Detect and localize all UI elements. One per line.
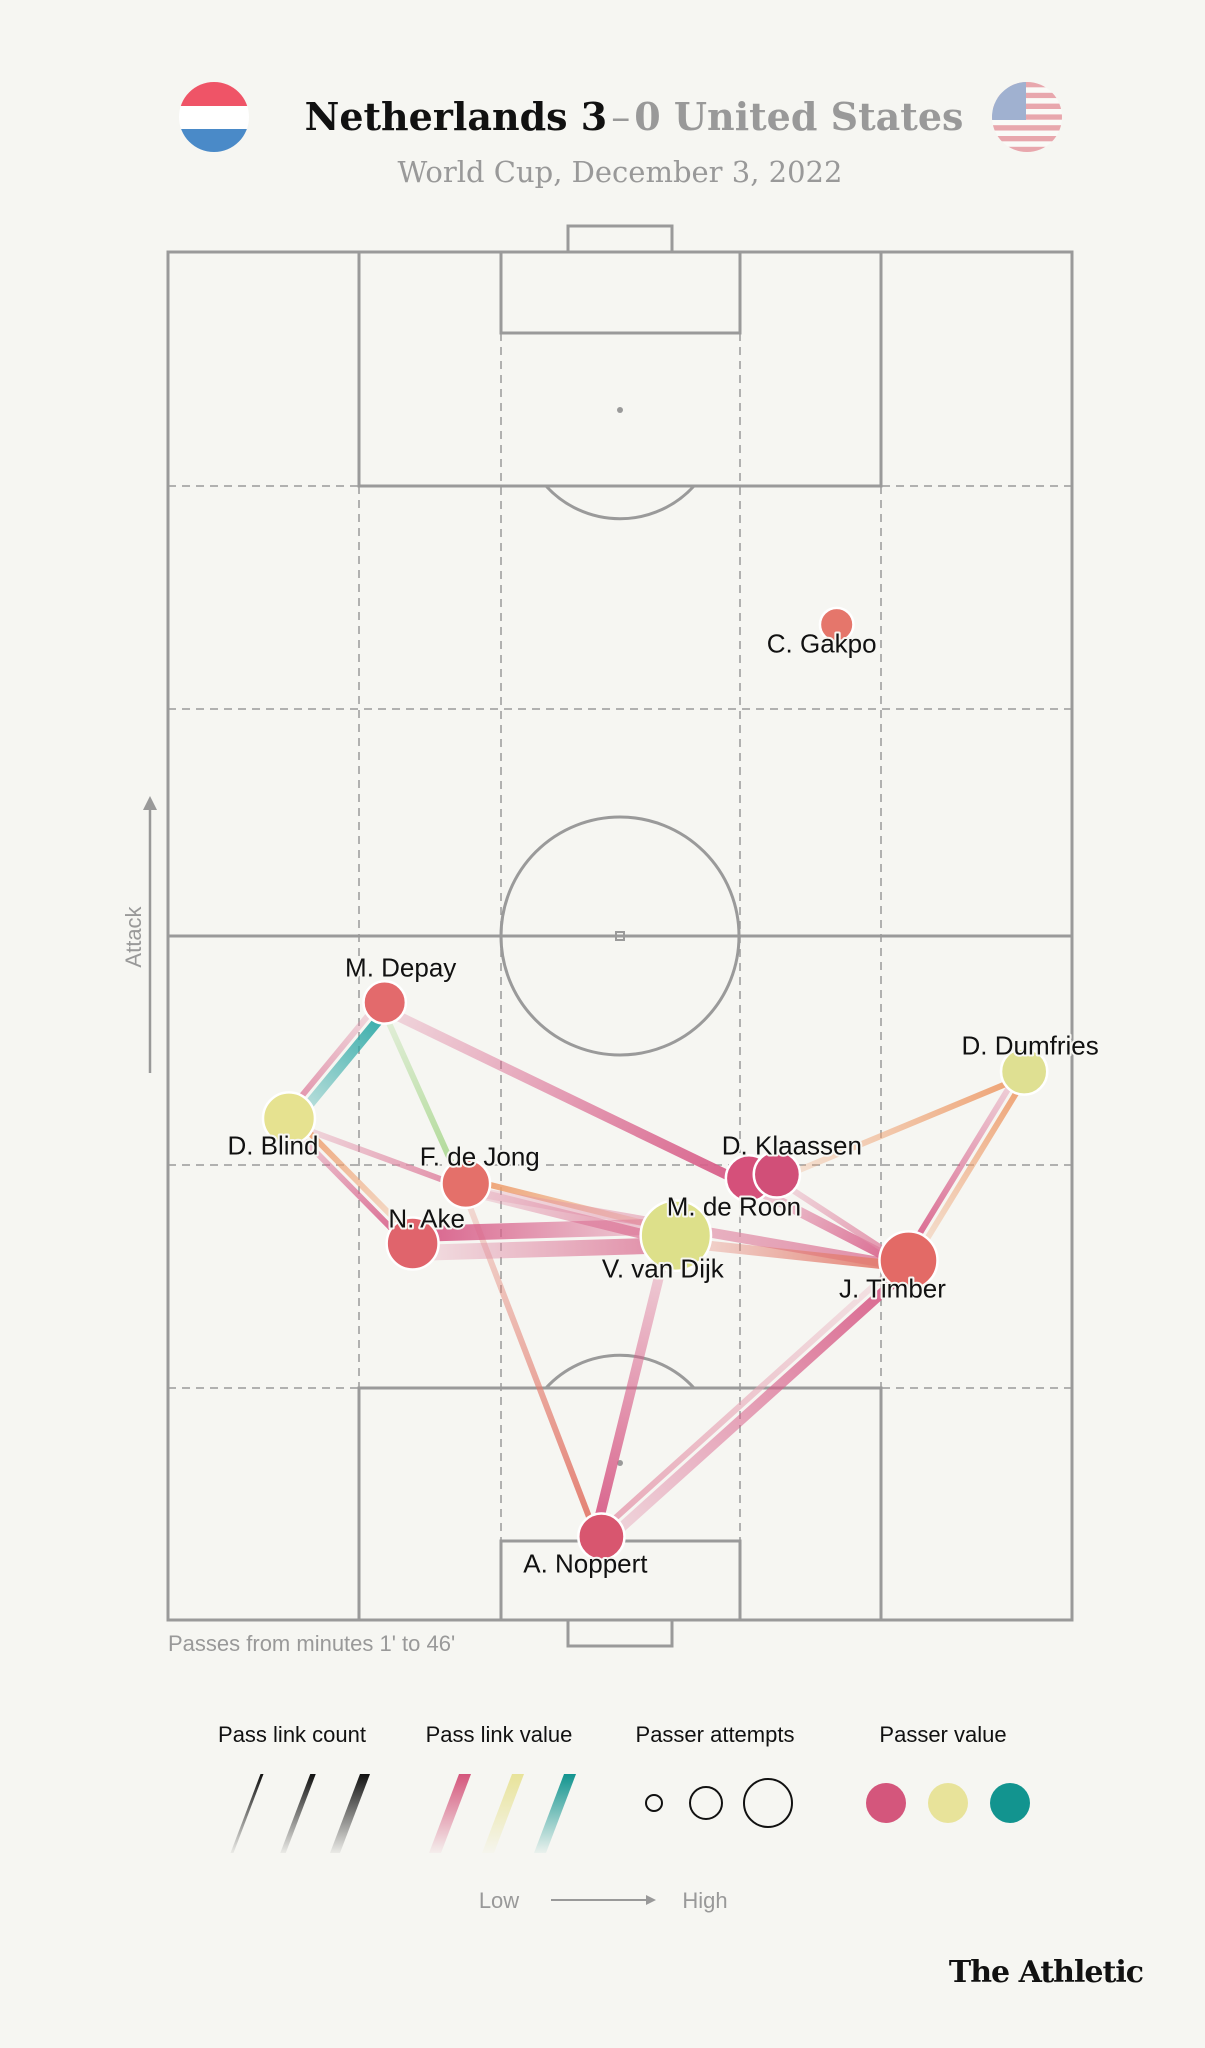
legend-value-title: Pass link value: [426, 1722, 573, 1747]
player-label: A. Noppert: [523, 1549, 648, 1579]
pass-link: [283, 1119, 412, 1249]
player-label: N. Ake: [388, 1203, 465, 1233]
player-labels: C. Gakpo M. Depay D. Blind F. de Jong N. Ake…: [225, 627, 1100, 1581]
legend-high-label: High: [682, 1888, 727, 1913]
match-title: Netherlands 3–0 United States: [305, 94, 964, 139]
pass-link: [674, 1237, 909, 1272]
player-label: D. Blind: [227, 1130, 318, 1160]
legend-low-label: Low: [479, 1888, 519, 1913]
footnote: Passes from minutes 1' to 46': [168, 1631, 455, 1656]
player-label: M. de Roon: [667, 1191, 801, 1221]
player-node[interactable]: [577, 1512, 626, 1561]
legend-attempts-title: Passer attempts: [636, 1722, 795, 1747]
legend-count-title: Pass link count: [218, 1722, 366, 1747]
player-label: J. Timber: [839, 1273, 946, 1303]
match-subtitle: World Cup, December 3, 2022: [398, 155, 843, 189]
player-node[interactable]: [999, 1047, 1049, 1096]
player-node[interactable]: [362, 979, 408, 1025]
legend-passer-value-title: Passer value: [879, 1722, 1006, 1747]
usa-flag-icon: [992, 82, 1062, 152]
netherlands-flag-icon: [179, 82, 249, 152]
legend-attempts-circle: [743, 1778, 793, 1828]
pass-link: [909, 1072, 1031, 1265]
pass-link: [286, 1119, 466, 1191]
player-label: D. Klaassen: [722, 1130, 862, 1160]
player-label: F. de Jong: [420, 1142, 540, 1172]
pass-link: [590, 1232, 675, 1537]
player-label: V. van Dijk: [602, 1254, 725, 1284]
pass-link: [377, 1003, 465, 1187]
player-node[interactable]: [440, 1158, 492, 1210]
player-node[interactable]: [752, 1150, 802, 1199]
attack-direction-arrow: Attack: [121, 796, 157, 1073]
legend-count-glyph: [230, 1774, 264, 1853]
player-label: C. Gakpo: [767, 629, 877, 659]
player-node[interactable]: [818, 606, 855, 643]
pass-link: [412, 1237, 677, 1261]
legend-passer-value-dot: [866, 1783, 906, 1823]
player-label: M. Depay: [345, 952, 456, 982]
pass-link: [596, 1254, 908, 1536]
attack-label: Attack: [121, 905, 146, 967]
legend-attempts-circle: [689, 1786, 723, 1820]
legend-count-glyph: [330, 1774, 370, 1853]
pass-link: [412, 1218, 676, 1242]
legend-passer-value-dot: [928, 1783, 968, 1823]
legend: Pass link count Pass link value Passer a…: [218, 1722, 1030, 1913]
pass-link: [602, 1261, 917, 1546]
legend-value-glyph: [429, 1774, 471, 1853]
legend-attempts-circle: [645, 1794, 663, 1812]
player-label: D. Dumfries: [962, 1030, 1099, 1060]
legend-value-glyph: [482, 1774, 524, 1853]
legend-count-glyph: [280, 1774, 316, 1853]
legend-passer-value-dot: [990, 1783, 1030, 1823]
pass-link: [777, 1072, 1028, 1182]
player-node[interactable]: [639, 1199, 713, 1273]
pass-link: [902, 1067, 1023, 1260]
player-node[interactable]: [385, 1216, 440, 1271]
pass-link: [379, 1003, 749, 1189]
player-nodes: [261, 606, 1049, 1561]
legend-value-glyph: [534, 1774, 576, 1853]
the-athletic-logo: The Athletic: [949, 1955, 1143, 1990]
player-node[interactable]: [878, 1230, 939, 1291]
pass-link: [290, 1113, 418, 1243]
player-node[interactable]: [261, 1091, 317, 1146]
